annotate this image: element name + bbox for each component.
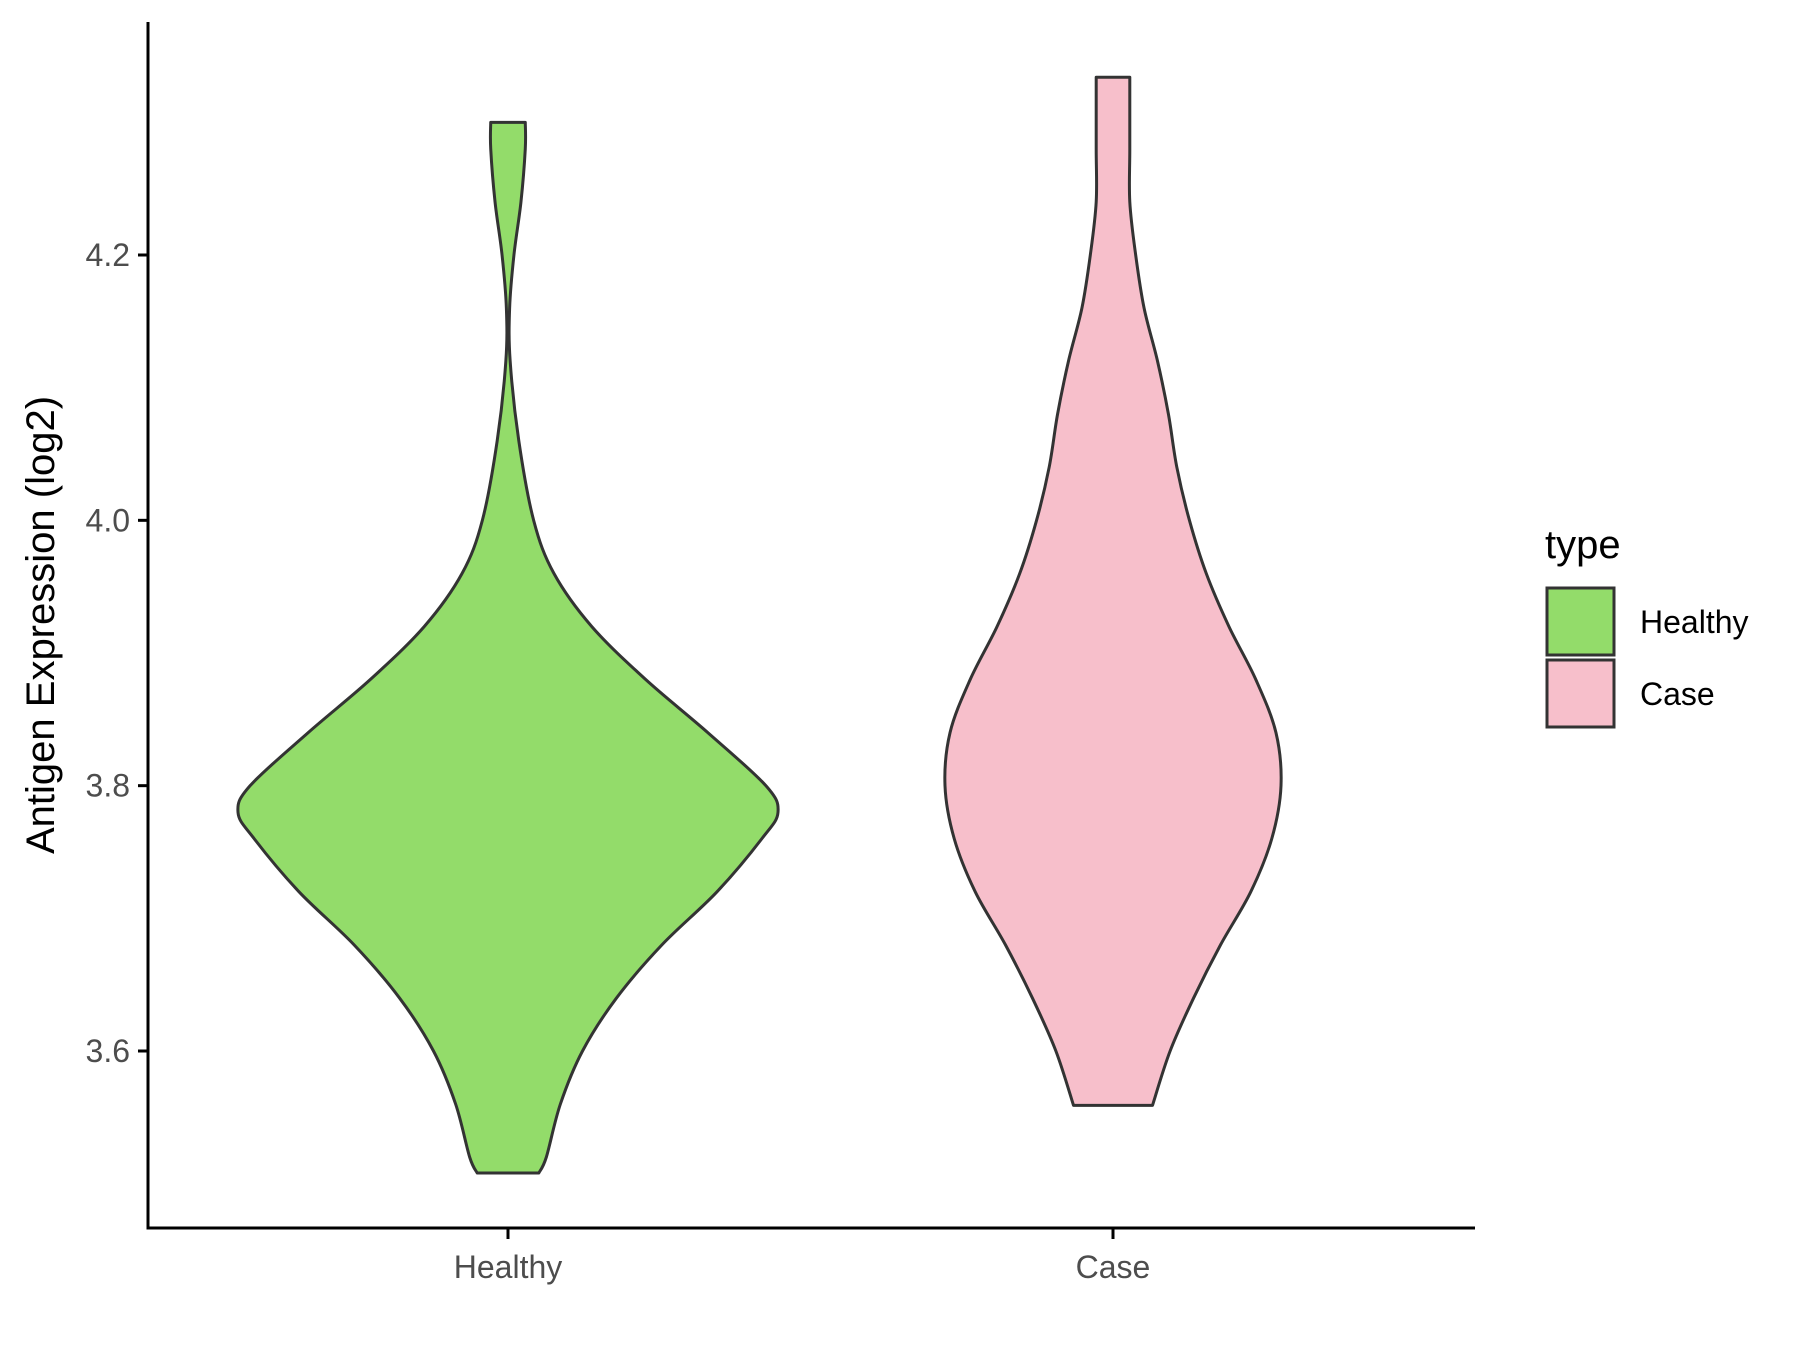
axes-layer: 3.6 3.8 4.0 4.2 Healthy Case bbox=[86, 22, 1475, 1285]
x-ticks: Healthy Case bbox=[454, 1228, 1151, 1285]
y-tick-label: 4.2 bbox=[86, 237, 130, 273]
y-tick-label: 4.0 bbox=[86, 502, 130, 538]
y-ticks: 3.6 3.8 4.0 4.2 bbox=[86, 237, 148, 1069]
legend-swatch-case bbox=[1545, 658, 1616, 729]
legend: type Healthy Case bbox=[1545, 523, 1749, 729]
legend-label-healthy: Healthy bbox=[1640, 604, 1749, 640]
y-tick-label: 3.8 bbox=[86, 768, 130, 804]
violins-layer bbox=[236, 75, 1283, 1175]
legend-title: type bbox=[1545, 523, 1621, 567]
x-tick-label: Case bbox=[1076, 1249, 1151, 1285]
y-axis-title: Antigen Expression (log2) bbox=[19, 396, 63, 854]
legend-swatch-healthy bbox=[1545, 586, 1616, 657]
violin-case bbox=[943, 75, 1283, 1107]
y-tick-label: 3.6 bbox=[86, 1033, 130, 1069]
legend-label-case: Case bbox=[1640, 676, 1715, 712]
violin-healthy bbox=[236, 120, 780, 1175]
legend-entries: Healthy Case bbox=[1545, 586, 1749, 729]
x-tick-label: Healthy bbox=[454, 1249, 563, 1285]
